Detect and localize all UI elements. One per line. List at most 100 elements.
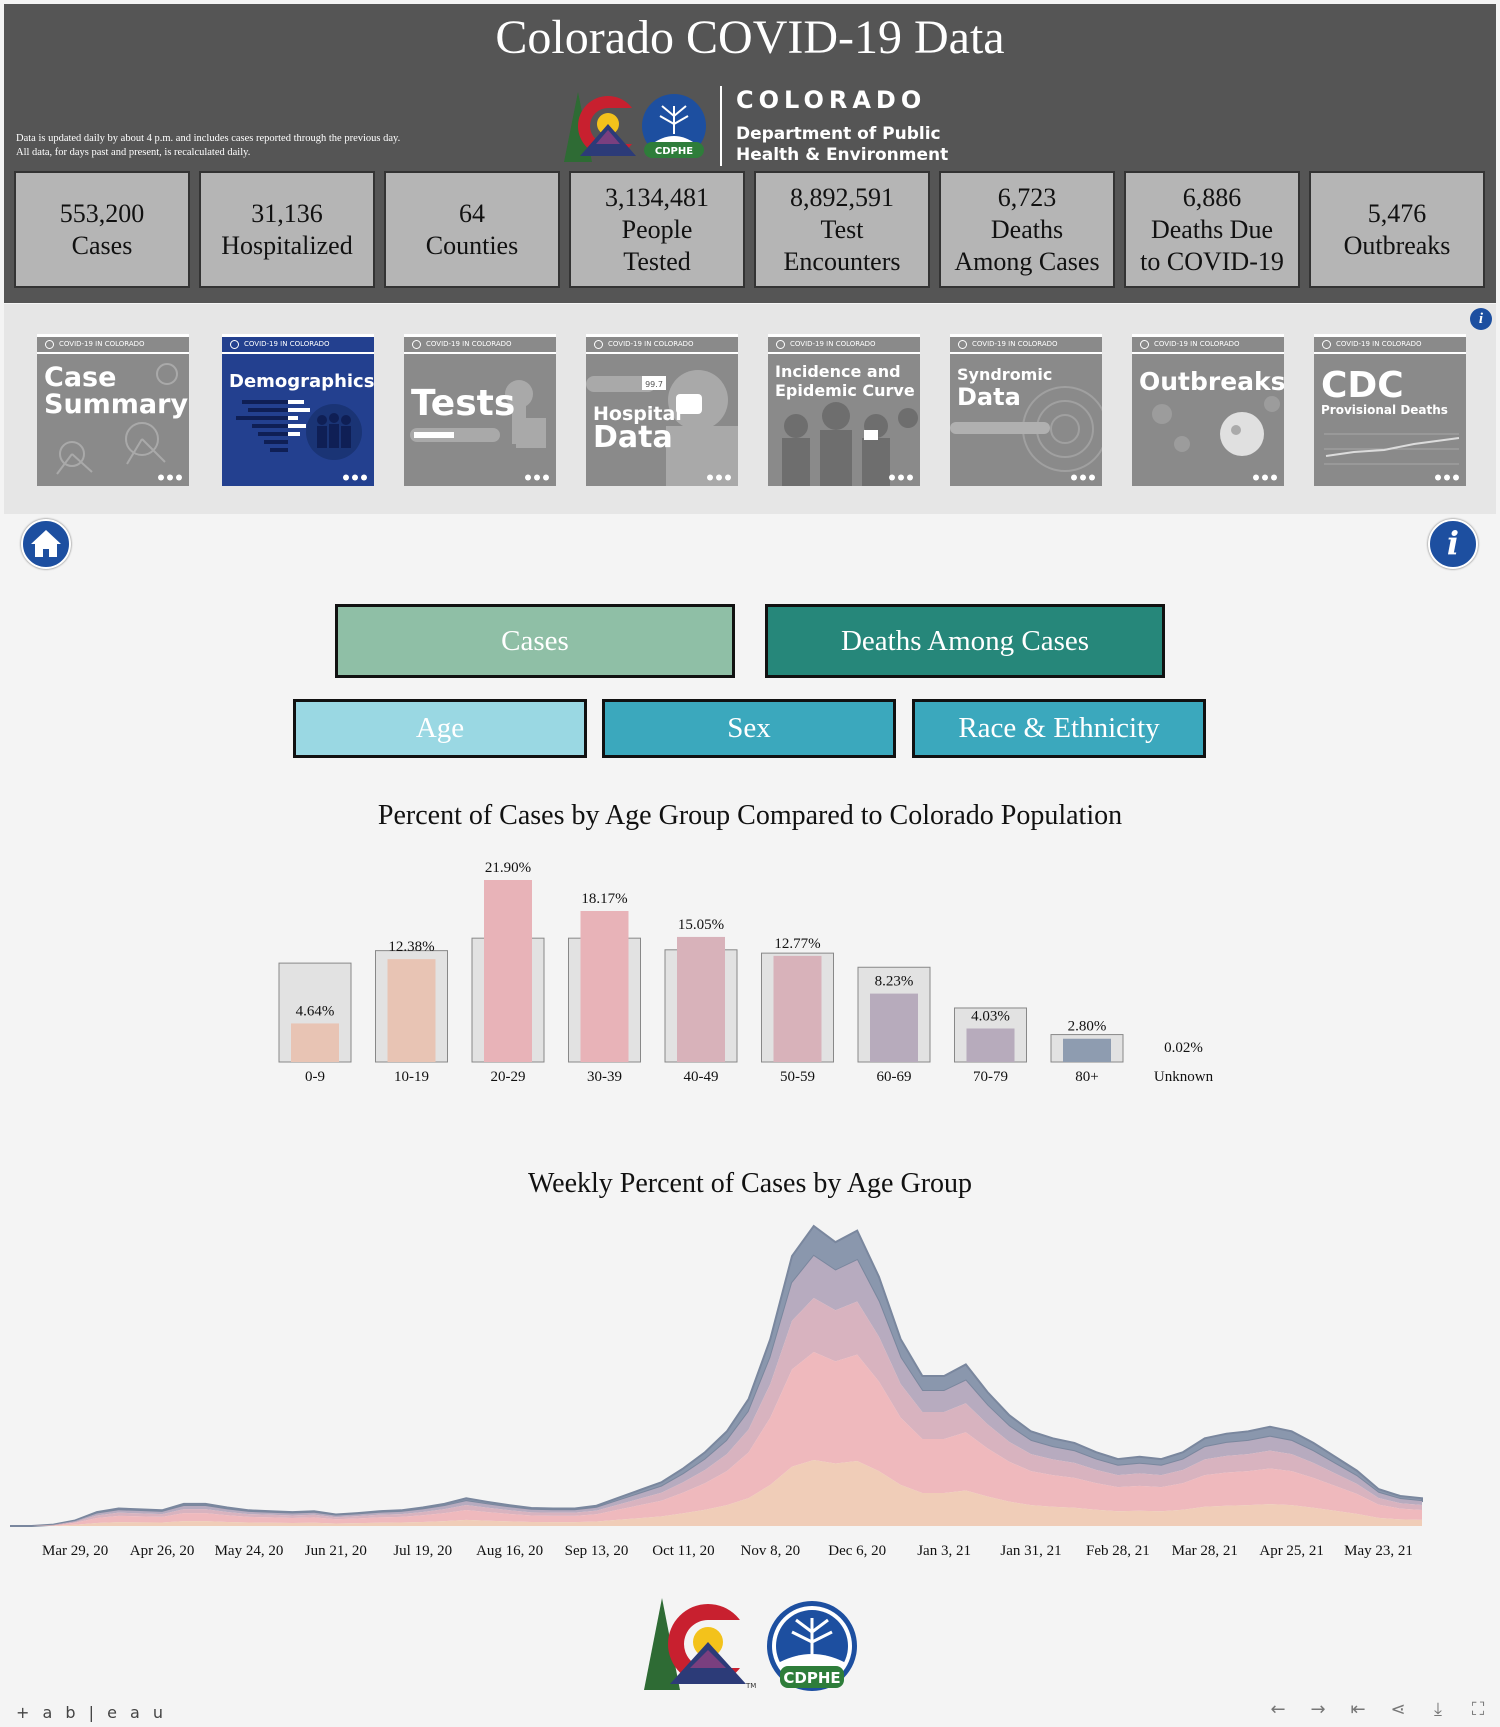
cdphe-mini-logo-icon (158, 474, 182, 481)
footer-cdphe-logo-icon: TM CDPHE (644, 1598, 857, 1691)
stat-outbreaks[interactable]: 5,476 Outbreaks (1309, 171, 1485, 288)
redo-icon[interactable]: → (1310, 1699, 1326, 1720)
weekly-area-chart-title: Weekly Percent of Cases by Age Group (527, 1168, 973, 1199)
footer-tm-mark: TM (745, 1682, 756, 1690)
tile-demographics[interactable]: COVID-19 IN COLORADO Demographics (222, 334, 374, 486)
bar-value-label: 12.77% (774, 936, 820, 952)
x-tick-label: Jan 3, 21 (917, 1543, 971, 1559)
bar-value-label: 15.05% (678, 917, 724, 933)
stat-counties[interactable]: 64 Counties (384, 171, 560, 288)
case-bar-50-59[interactable] (773, 955, 822, 1062)
deaths-among-cases-toggle[interactable]: Deaths Among Cases (765, 604, 1165, 678)
stat-cases[interactable]: 553,200 Cases (14, 171, 190, 288)
x-tick-label: Apr 26, 20 (130, 1543, 195, 1559)
cdphe-mini-logo-icon (889, 474, 913, 481)
summary-stats: 553,200 Cases 31,136 Hospitalized 64 Counti… (14, 171, 1494, 298)
age-toggle[interactable]: Age (293, 699, 587, 758)
case-bar-10-19[interactable] (387, 959, 436, 1062)
logo-dept-name: Department of Public Health & Environmen… (736, 124, 948, 166)
case-bar-80+[interactable] (1063, 1038, 1111, 1062)
x-tick-label: Aug 16, 20 (476, 1543, 543, 1559)
bar-value-label: 8.23% (875, 974, 914, 990)
bar-value-label: 18.17% (581, 891, 627, 907)
logo-state-name: COLORADO (736, 86, 927, 114)
cdphe-mini-logo-icon (343, 474, 367, 481)
age-group-label: 0-9 (305, 1069, 325, 1085)
cases-toggle[interactable]: Cases (335, 604, 735, 678)
logo-dept-line2: Health & Environment (736, 145, 949, 165)
bar-value-label: 0.02% (1164, 1040, 1203, 1056)
home-button[interactable] (21, 519, 71, 569)
tile-outbreaks[interactable]: COVID-19 IN COLORADO Outbreaks (1132, 334, 1284, 486)
viz-toolbar: ← → ⇤ ⋖ ⤓ ⛶ (1268, 1699, 1488, 1720)
microscope-icon (410, 380, 546, 448)
age-group-label: Unknown (1154, 1069, 1214, 1085)
race-ethnicity-toggle[interactable]: Race & Ethnicity (912, 699, 1206, 758)
cdphe-mini-logo-icon (1435, 474, 1459, 481)
fullscreen-icon[interactable]: ⛶ (1471, 1699, 1485, 1720)
age-group-area-layer[interactable] (10, 1224, 1423, 1527)
bar-value-label: 12.38% (388, 939, 434, 955)
tile-syndromic-data[interactable]: COVID-19 IN COLORADO Syndromic Data (950, 334, 1102, 486)
age-group-area-layer[interactable] (10, 1460, 1422, 1526)
case-bar-0-9[interactable] (291, 1023, 339, 1062)
age-group-area-layer[interactable] (10, 1256, 1422, 1526)
cdphe-mini-logo-icon (1071, 474, 1095, 481)
x-tick-label: Feb 28, 21 (1086, 1543, 1150, 1559)
virus-pattern-icon (56, 363, 178, 475)
tile-case-summary[interactable]: COVID-19 IN COLORADO Case Summary (37, 334, 189, 486)
stat-test-encounters[interactable]: 8,892,591 Test Encounters (754, 171, 930, 288)
cdphe-mini-logo-icon (525, 474, 549, 481)
age-group-label: 70-79 (973, 1069, 1008, 1085)
sex-toggle[interactable]: Sex (602, 699, 896, 758)
case-bar-70-79[interactable] (966, 1028, 1015, 1062)
nav-tiles-band: COVID-19 IN COLORADO Case Summary COVID-1… (4, 304, 1496, 514)
tile-incidence-epidemic-curve[interactable]: COVID-19 IN COLORADO Incidence and Epidem… (768, 334, 920, 486)
x-tick-label: Nov 8, 20 (741, 1543, 801, 1559)
update-note-line2: All data, for days past and present, is … (16, 147, 251, 158)
small-info-icon[interactable]: i (1470, 308, 1492, 330)
tile-tests[interactable]: COVID-19 IN COLORADO Tests (404, 334, 556, 486)
info-icon: i (1446, 524, 1460, 562)
stat-deaths-due-to-covid[interactable]: 6,886 Deaths Due to COVID-19 (1124, 171, 1300, 288)
x-tick-label: May 23, 21 (1344, 1543, 1413, 1559)
share-icon[interactable]: ⋖ (1390, 1699, 1406, 1720)
line-chart-icon (1324, 433, 1460, 465)
case-bar-60-69[interactable] (870, 993, 918, 1062)
age-group-label: 10-19 (394, 1069, 429, 1085)
stat-deaths-among-cases[interactable]: 6,723 Deaths Among Cases (939, 171, 1115, 288)
stat-people-tested[interactable]: 3,134,481 People Tested (569, 171, 745, 288)
x-tick-label: Jul 19, 20 (393, 1543, 452, 1559)
x-tick-label: Jan 31, 21 (1000, 1543, 1061, 1559)
update-note-line1: Data is updated daily by about 4 p.m. an… (16, 133, 401, 144)
weekly-area-chart: Mar 29, 20 Apr 26, 20 May 24, 20 Jun 21, 20… (10, 1224, 1423, 1559)
case-bar-40-49[interactable] (677, 936, 725, 1062)
case-bar-20-29[interactable] (484, 880, 532, 1062)
x-tick-label: Sep 13, 20 (565, 1543, 629, 1559)
x-tick-label: Dec 6, 20 (828, 1543, 886, 1559)
page-title: Colorado COVID-19 Data (495, 11, 1005, 64)
bar-value-label: 2.80% (1068, 1019, 1107, 1035)
age-group-area-layer[interactable] (10, 1352, 1422, 1526)
age-bar-chart: 4.64% 0-9 12.38% 10-19 21.90% 20-29 18.17% 30-3… (278, 860, 1214, 1085)
download-icon[interactable]: ⤓ (1434, 1699, 1442, 1720)
tableau-logo[interactable]: + a b | e a u (16, 1703, 168, 1722)
x-tick-label: May 24, 20 (215, 1543, 284, 1559)
case-bar-30-39[interactable] (580, 910, 629, 1062)
tile-cdc-provisional-deaths[interactable]: COVID-19 IN COLORADO CDC Provisional Deat… (1314, 334, 1466, 486)
tile-hospital-data[interactable]: COVID-19 IN COLORADO 99.7 Hospital Data (586, 334, 738, 486)
bar-value-label: 4.03% (971, 1009, 1010, 1025)
revert-icon[interactable]: ⇤ (1350, 1699, 1366, 1720)
cdphe-mini-logo-icon (1253, 474, 1277, 481)
x-tick-label: Mar 28, 21 (1172, 1543, 1238, 1559)
info-button[interactable]: i (1428, 519, 1478, 569)
home-icon (31, 530, 61, 557)
undo-icon[interactable]: ← (1270, 1699, 1286, 1720)
cdphe-mini-logo-icon (707, 474, 731, 481)
age-group-area-layer[interactable] (10, 1298, 1422, 1526)
stat-hospitalized[interactable]: 31,136 Hospitalized (199, 171, 375, 288)
cdphe-logo: CDPHE COLORADO Department of Public Heal… (556, 84, 956, 168)
bar-value-label: 21.90% (485, 860, 531, 876)
logo-dept-line1: Department of Public (736, 124, 941, 144)
x-tick-label: Apr 25, 21 (1259, 1543, 1324, 1559)
